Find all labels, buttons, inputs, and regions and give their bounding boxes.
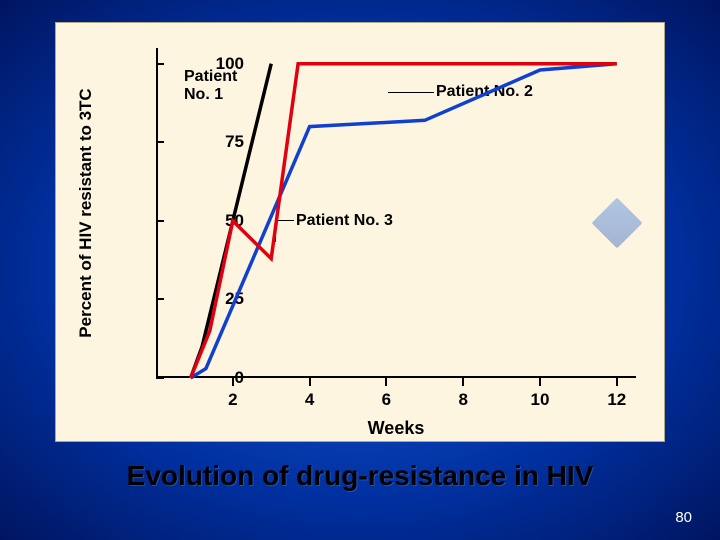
series-line [191, 64, 617, 378]
x-tick [232, 378, 234, 386]
x-axis-title: Weeks [156, 418, 636, 439]
x-tick-label: 8 [448, 390, 478, 410]
x-tick [462, 378, 464, 386]
chart-lines [156, 48, 636, 378]
x-tick-label: 12 [602, 390, 632, 410]
slide-caption: Evolution of drug-resistance in HIV [0, 460, 720, 492]
page-number: 80 [675, 509, 692, 526]
x-tick [309, 378, 311, 386]
series-line [191, 64, 272, 378]
x-tick-label: 10 [525, 390, 555, 410]
x-tick-label: 2 [218, 390, 248, 410]
x-tick-label: 4 [295, 390, 325, 410]
chart-panel: 0255075100 24681012 Percent of HIV resis… [55, 22, 665, 442]
x-tick [616, 378, 618, 386]
series-line [191, 64, 617, 378]
plot-area: 0255075100 24681012 Percent of HIV resis… [156, 48, 636, 378]
x-tick [539, 378, 541, 386]
x-tick-label: 6 [371, 390, 401, 410]
x-tick [385, 378, 387, 386]
